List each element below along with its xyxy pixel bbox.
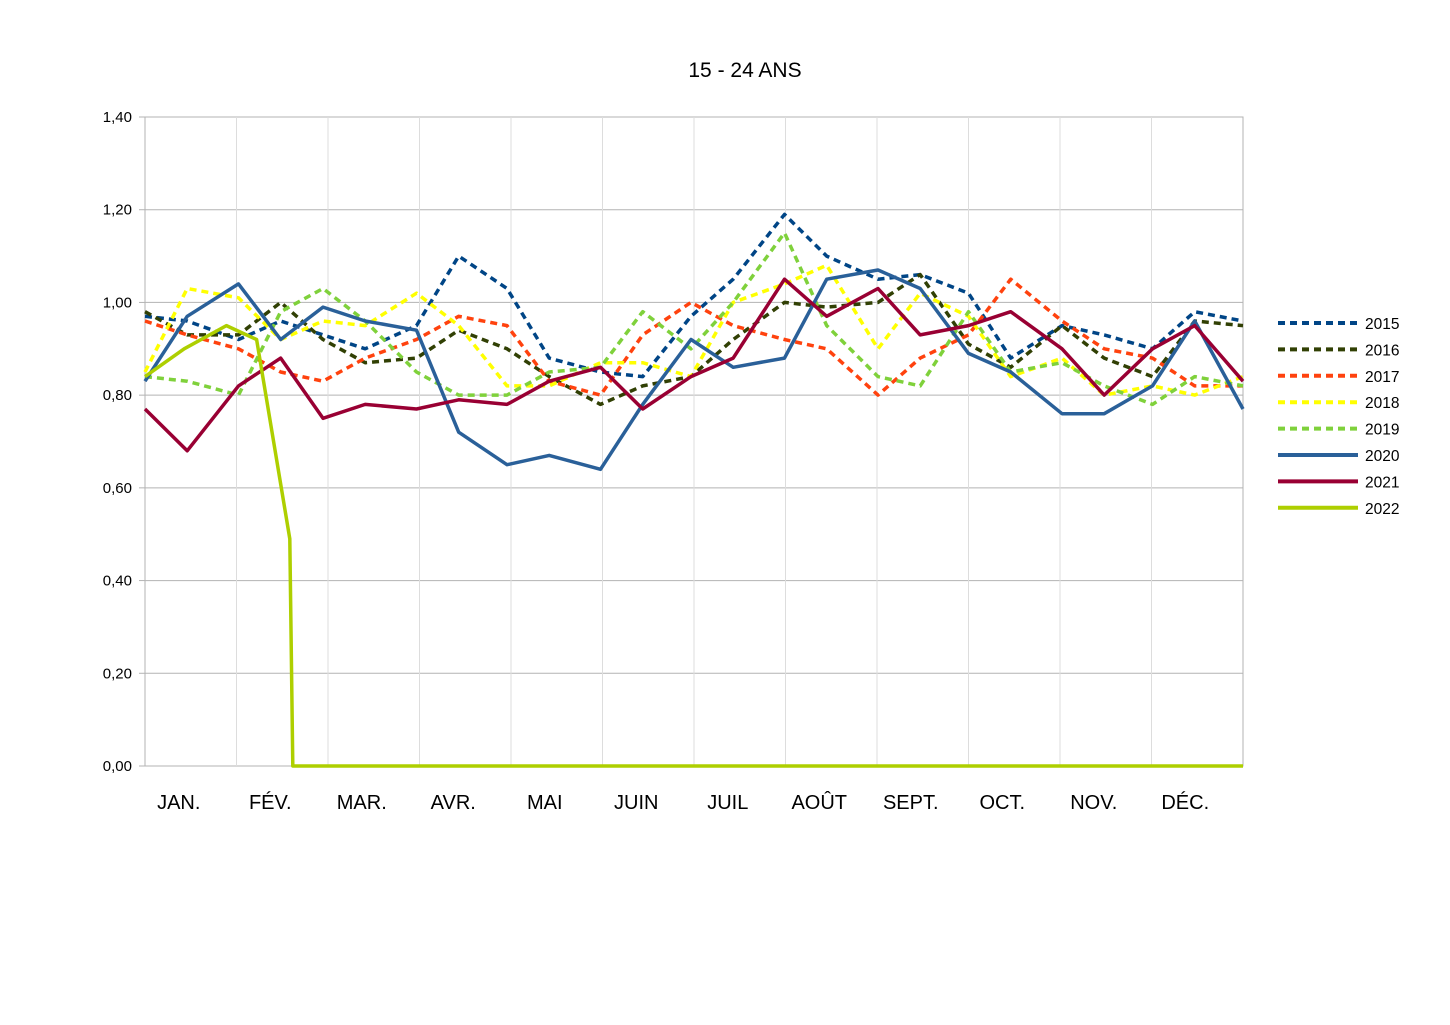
legend-label-2017: 2017 (1365, 369, 1399, 386)
x-tick-label: JAN. (157, 792, 200, 814)
series-line-2020 (143, 268, 1245, 472)
x-tick-label: AVR. (431, 792, 476, 814)
y-tick-label: 0,80 (103, 387, 132, 404)
y-tick-label: 0,00 (103, 758, 132, 775)
series-line-2021 (143, 277, 1245, 453)
x-tick-label: AOÛT (791, 791, 847, 814)
series-line-2015 (144, 212, 1244, 379)
y-tick-label: 1,40 (103, 109, 132, 126)
x-tick-label: OCT. (979, 792, 1025, 814)
series-line-2022 (143, 323, 1243, 768)
y-axis-ticks: 0,00 0,20 0,40 0,60 0,80 1,00 1,20 1,40 (103, 109, 145, 775)
chart-title: 15 - 24 ANS (688, 59, 801, 82)
legend-label-2016: 2016 (1365, 342, 1399, 359)
x-tick-label: NOV. (1070, 792, 1117, 814)
series-lines (143, 212, 1245, 768)
legend-label-2022: 2022 (1365, 501, 1399, 518)
y-tick-label: 1,00 (103, 294, 132, 311)
legend: 2015 2016 2017 2018 2019 2020 2021 2022 (1278, 316, 1400, 518)
series-line-2019 (144, 231, 1244, 407)
x-tick-label: FÉV. (249, 791, 292, 814)
x-tick-label: JUIL (707, 792, 748, 814)
x-tick-label: JUIN (614, 792, 658, 814)
y-tick-label: 0,40 (103, 573, 132, 590)
y-tick-label: 0,60 (103, 480, 132, 497)
x-tick-label: MAR. (337, 792, 387, 814)
x-tick-label: SEPT. (883, 792, 939, 814)
legend-label-2021: 2021 (1365, 474, 1399, 491)
y-tick-label: 0,20 (103, 665, 132, 682)
x-axis-month-labels: JAN. FÉV. MAR. AVR. MAI JUIN JUIL AOÛT SEPT. OCT.… (157, 791, 1209, 814)
legend-label-2015: 2015 (1365, 316, 1399, 333)
legend-label-2020: 2020 (1365, 448, 1400, 465)
x-tick-label: DÉC. (1161, 791, 1209, 814)
legend-label-2018: 2018 (1365, 395, 1399, 412)
x-gridlines (236, 117, 1152, 766)
legend-label-2019: 2019 (1365, 422, 1399, 439)
x-tick-label: MAI (527, 792, 563, 814)
y-tick-label: 1,20 (103, 202, 132, 219)
